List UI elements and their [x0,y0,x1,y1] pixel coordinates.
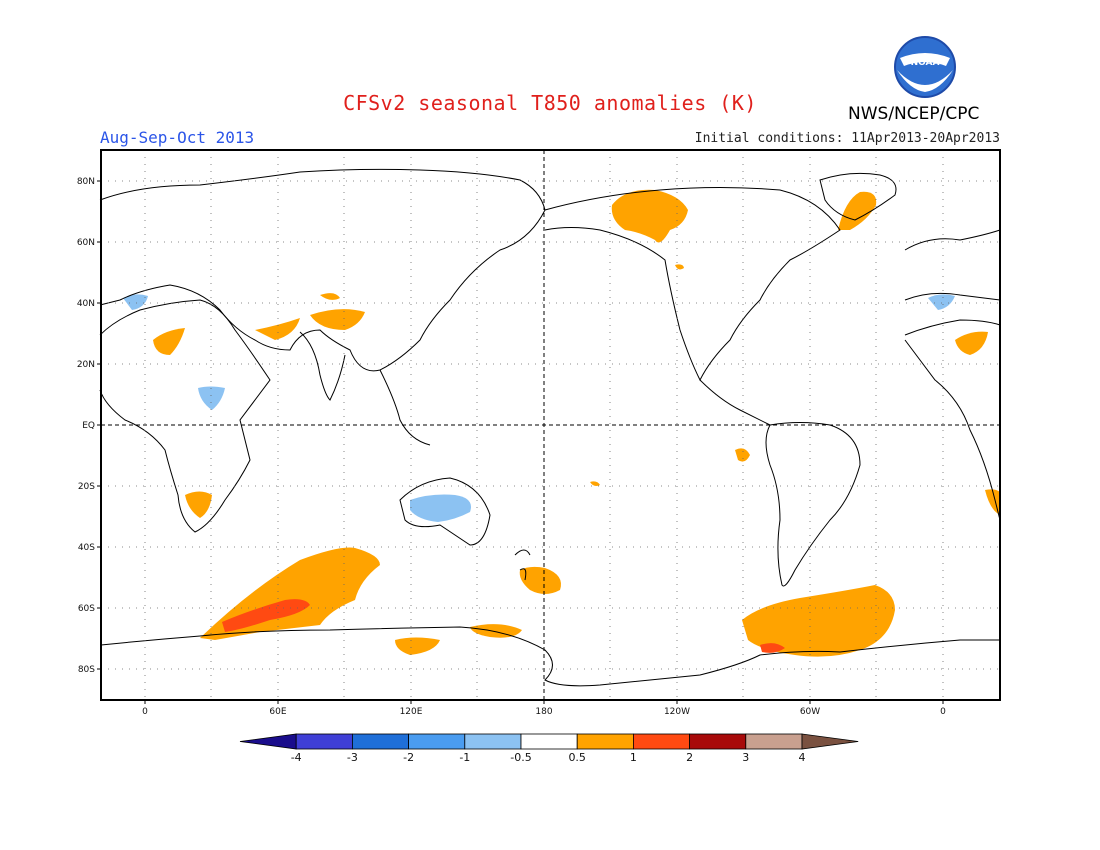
colorbar-label: -1 [459,751,470,764]
season-label: Aug-Sep-Oct 2013 [100,128,255,147]
colorbar-label: -3 [347,751,358,764]
lat-tick-labels: 80N 60N 40N 20N EQ 20S 40S 60S 80S [77,177,95,675]
colorbar-label: 0.5 [568,751,586,764]
negative-anomaly-areas [123,294,955,522]
colorbar-label: -0.5 [510,751,531,764]
lat-label: 20S [78,482,95,492]
lon-tick-marks [144,700,944,704]
lon-label: 180 [535,707,552,717]
lon-tick-labels: 0 60E 120E 180 120W 60W 0 [142,707,946,717]
lon-label: 0 [940,707,946,717]
colorbar-arrow-right [801,733,859,750]
noaa-logo-text: NOAA [911,58,940,68]
colorbar-swatch [689,733,747,750]
coastlines [99,168,1001,687]
lat-label: 40N [77,299,95,309]
lon-gridlines [144,150,944,700]
lon-label: 60W [800,707,820,717]
colorbar-label: 4 [799,751,806,764]
colorbar-swatch [633,733,691,750]
lat-label: 60N [77,238,95,248]
colorbar-label: -4 [291,751,302,764]
colorbar-swatch [576,733,634,750]
lat-label: 20N [77,360,95,370]
lat-label: EQ [82,421,95,431]
agency-label: NWS/NCEP/CPC [848,104,980,124]
colorbar-swatch [295,733,353,750]
colorbar-swatch [351,733,409,750]
lon-label: 0 [142,707,148,717]
colorbar-swatch [745,733,803,750]
colorbar-swatch [464,733,522,750]
colorbar-swatch [520,733,578,750]
colorbar-label: -2 [403,751,414,764]
strong-positive-anomaly-areas [222,599,785,653]
initial-conditions-label: Initial conditions: 11Apr2013-20Apr2013 [694,131,1000,146]
lat-label: 80S [78,665,95,675]
lon-label: 120W [664,707,690,717]
lon-label: 60E [269,707,286,717]
noaa-logo-icon: NOAA [894,36,956,98]
colorbar-label: 2 [686,751,693,764]
colorbar-swatch [408,733,466,750]
colorbar-arrow-left [239,733,297,750]
colorbar: -4 -3 -2 -1 -0.5 0.5 1 2 3 4 [239,733,859,764]
lat-tick-marks [97,180,101,670]
lat-label: 80N [77,177,95,187]
map-title: CFSv2 seasonal T850 anomalies (K) [343,91,757,115]
lat-label: 60S [78,604,95,614]
colorbar-label: 3 [742,751,749,764]
lat-label: 40S [78,543,95,553]
lat-gridlines [101,180,1000,670]
colorbar-label: 1 [630,751,637,764]
lon-label: 120E [400,707,423,717]
